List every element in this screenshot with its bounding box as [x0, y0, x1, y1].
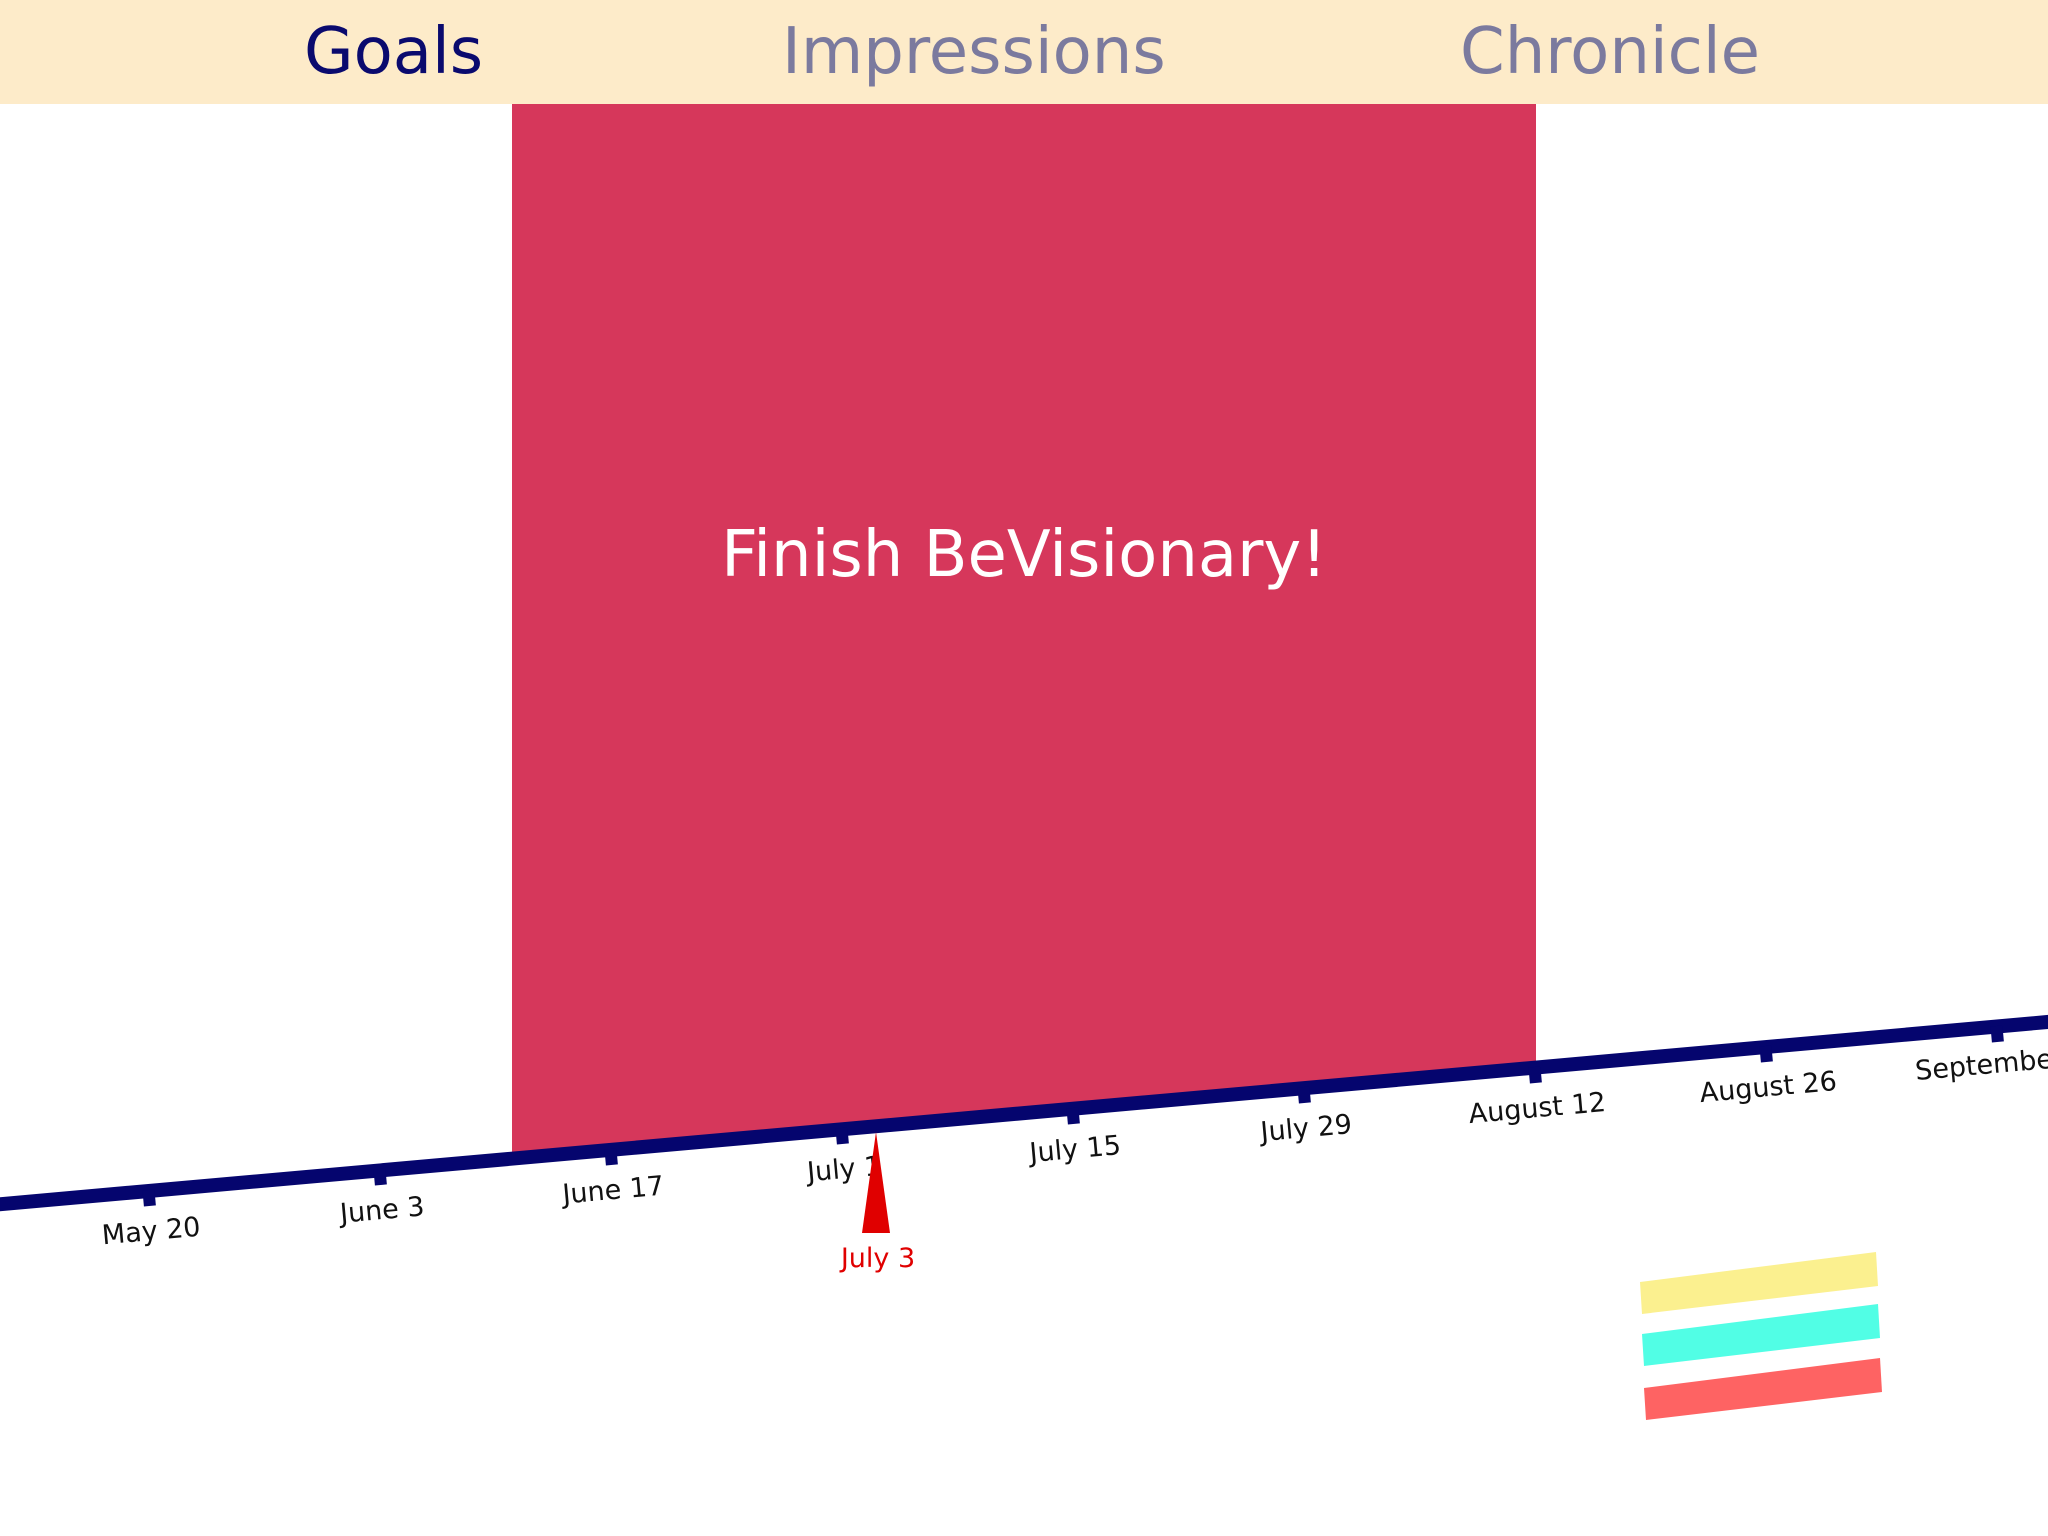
cyan-filter-bar[interactable] — [1642, 1304, 1880, 1366]
color-filter-stack[interactable] — [1640, 1248, 1890, 1428]
goal-block[interactable] — [512, 104, 1536, 1152]
tick-label: August 26 — [1698, 1066, 1838, 1109]
timeline-tick — [1297, 1086, 1311, 1104]
timeline-tick — [142, 1189, 156, 1207]
timeline-tick — [373, 1168, 387, 1186]
timeline-ticks — [142, 1025, 2004, 1207]
timeline-axis[interactable] — [0, 1014, 2048, 1212]
tick-label: July 29 — [1257, 1109, 1353, 1148]
current-date-marker[interactable] — [862, 1132, 890, 1233]
tab-goals[interactable]: Goals — [304, 15, 484, 89]
yellow-filter-bar[interactable] — [1640, 1252, 1878, 1314]
tab-chronicle[interactable]: Chronicle — [1460, 15, 1760, 89]
timeline-tick — [1066, 1107, 1080, 1125]
timeline-tick — [1990, 1025, 2004, 1043]
timeline-tick — [604, 1148, 618, 1166]
timeline-tick — [835, 1127, 849, 1145]
tab-impressions[interactable]: Impressions — [782, 15, 1166, 89]
timeline-tick — [1759, 1045, 1773, 1063]
timeline-tick — [1528, 1066, 1542, 1084]
current-date-label: July 3 — [839, 1243, 915, 1274]
tick-label: July 15 — [1026, 1130, 1122, 1169]
tick-label: June 3 — [337, 1191, 426, 1230]
top-navigation: Goals Impressions Chronicle — [0, 0, 2048, 104]
tick-label: September — [1914, 1043, 2048, 1087]
tick-label: May 20 — [101, 1212, 202, 1252]
tick-label: August 12 — [1467, 1087, 1607, 1130]
tick-label: June 17 — [559, 1171, 665, 1211]
red-filter-bar[interactable] — [1644, 1358, 1882, 1420]
